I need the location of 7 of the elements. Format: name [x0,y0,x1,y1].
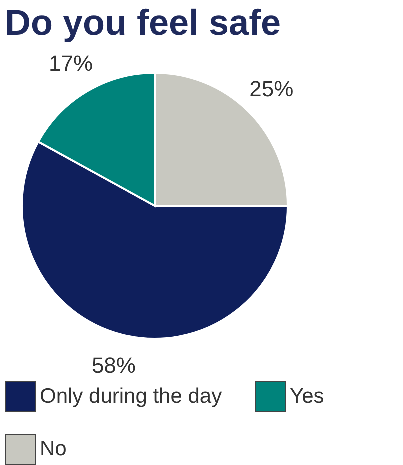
data-label: 58% [92,352,136,378]
legend-label: Yes [290,384,324,408]
legend-label: No [40,438,67,460]
data-label: 25% [250,76,294,102]
legend-label: Only during the day [40,384,223,408]
data-label: 17% [48,50,94,76]
chart-title: Do you feel safe [5,2,282,43]
